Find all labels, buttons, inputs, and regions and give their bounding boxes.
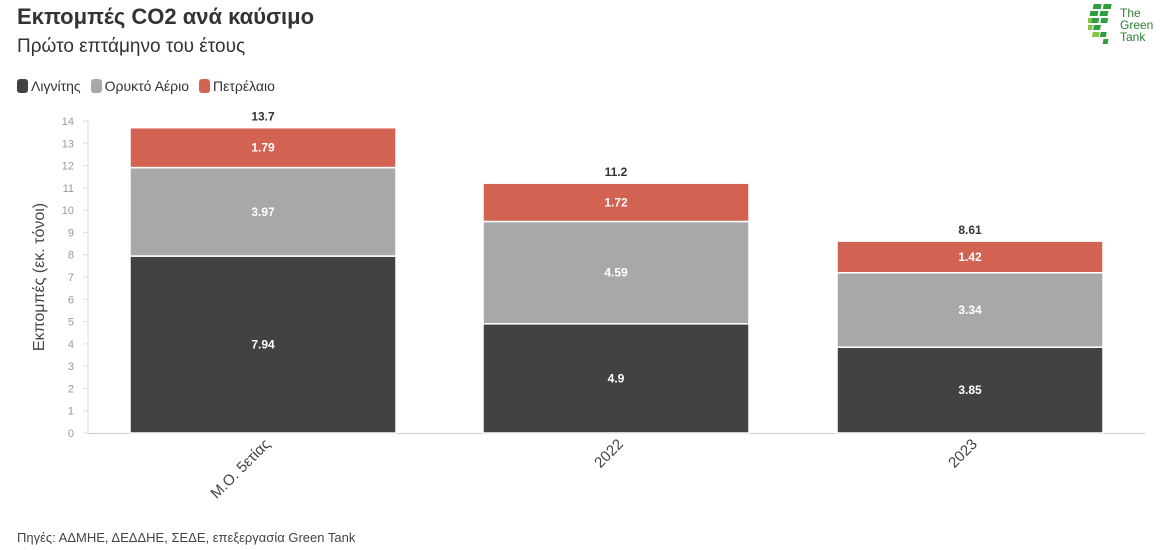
y-tick-label: 12 bbox=[62, 161, 74, 173]
segment-value-label: 3.34 bbox=[958, 303, 982, 317]
bar-segment bbox=[129, 126, 397, 169]
chart-subtitle: Πρώτο επτάμηνο του έτους bbox=[17, 36, 246, 57]
y-tick-label: 11 bbox=[63, 183, 74, 195]
segment-value-label: 4.9 bbox=[608, 371, 625, 385]
legend-swatch-oil bbox=[199, 79, 211, 93]
legend-item-oil[interactable]: Πετρέλαιο bbox=[199, 78, 275, 94]
logo-text-tank: Tank bbox=[1120, 30, 1146, 44]
bar-total-label: 8.61 bbox=[958, 223, 982, 237]
x-category-label: Μ.Ο. 5ετίας bbox=[207, 436, 273, 502]
legend-label-gas: Ορυκτό Αέριο bbox=[104, 78, 190, 94]
segment-value-label: 3.85 bbox=[958, 383, 982, 397]
segment-value-label: 1.79 bbox=[251, 141, 275, 155]
logo-text-green: Green bbox=[1120, 18, 1154, 32]
y-tick-label: 5 bbox=[68, 317, 74, 329]
bar-segment bbox=[836, 272, 1104, 348]
legend-swatch-gas bbox=[90, 79, 102, 93]
y-tick-label: 6 bbox=[68, 294, 74, 306]
segment-value-label: 1.42 bbox=[958, 250, 982, 264]
bar-segment bbox=[129, 166, 397, 257]
segment-value-label: 7.94 bbox=[251, 338, 275, 352]
source-note: Πηγές: ΑΔΜΗΕ, ΔΕΔΔΗΕ, ΣΕΔΕ, επεξεργασία … bbox=[17, 530, 356, 545]
x-category-label: 2023 bbox=[945, 436, 981, 472]
segment-value-label: 3.97 bbox=[251, 205, 275, 219]
y-axis-title: Εκπομπές (εκ. τόνοι) bbox=[31, 203, 48, 351]
chart-title: Εκπομπές CO2 ανά καύσιμο bbox=[17, 4, 315, 29]
y-tick-label: 9 bbox=[68, 227, 74, 239]
y-tick-label: 7 bbox=[68, 272, 74, 284]
bar-segment bbox=[836, 240, 1104, 274]
y-tick-label: 8 bbox=[68, 250, 74, 262]
y-tick-label: 0 bbox=[68, 428, 74, 440]
legend: Λιγνίτης Ορυκτό Αέριο Πετρέλαιο bbox=[17, 78, 275, 94]
bar-segment bbox=[482, 182, 750, 223]
y-tick-label: 2 bbox=[68, 383, 74, 395]
y-tick-label: 10 bbox=[62, 205, 74, 217]
segment-value-label: 4.59 bbox=[604, 266, 628, 280]
legend-item-gas[interactable]: Ορυκτό Αέριο bbox=[90, 78, 190, 94]
legend-swatch-lignite bbox=[17, 79, 28, 93]
bar-segment bbox=[482, 220, 750, 325]
green-tank-logo-icon bbox=[1088, 4, 1112, 44]
bar-segment bbox=[836, 346, 1104, 434]
y-tick-label: 4 bbox=[68, 339, 74, 351]
segment-value-label: 1.72 bbox=[604, 195, 628, 209]
y-tick-label: 13 bbox=[62, 138, 74, 150]
logo-text-the: The bbox=[1120, 6, 1141, 20]
bar-total-label: 13.7 bbox=[251, 110, 275, 124]
legend-item-lignite[interactable]: Λιγνίτης bbox=[17, 78, 81, 94]
y-tick-label: 1 bbox=[68, 406, 74, 418]
legend-label-lignite: Λιγνίτης bbox=[31, 78, 81, 94]
x-category-label: 2022 bbox=[591, 436, 627, 472]
y-tick-label: 14 bbox=[62, 116, 74, 128]
bar-total-label: 11.2 bbox=[605, 165, 628, 179]
legend-label-oil: Πετρέλαιο bbox=[213, 78, 275, 94]
y-tick-label: 3 bbox=[68, 361, 74, 373]
bar-segment bbox=[129, 255, 397, 434]
